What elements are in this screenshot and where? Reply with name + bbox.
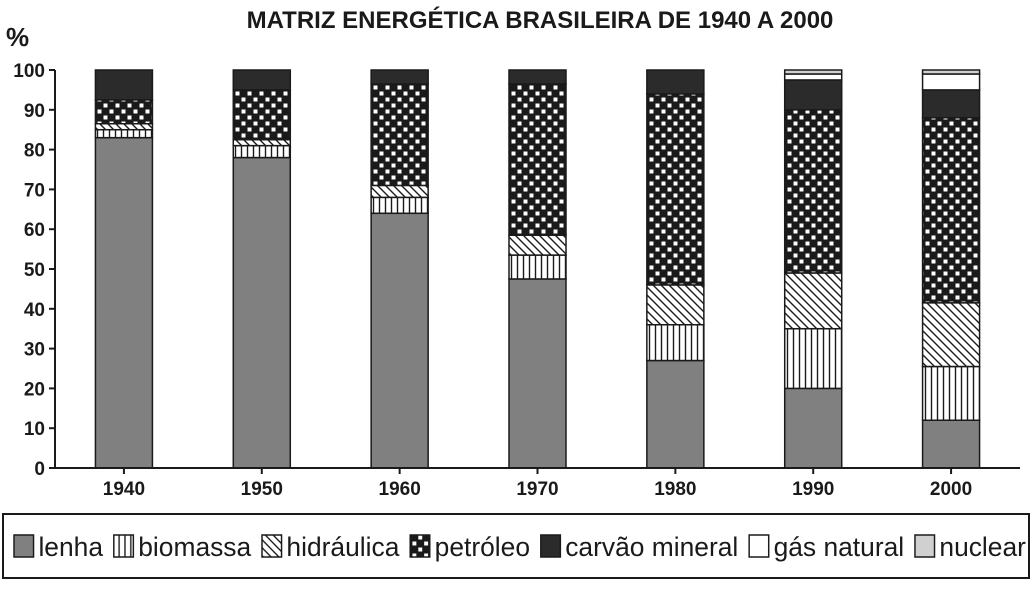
bar-segment-carvao-mineral-1940 [94,69,154,101]
bar-segment-lenha-1990 [783,387,843,469]
legend-item-hidraulica: hidráulica [261,532,400,562]
bar-segment-hidraulica-1970 [508,234,567,256]
bar-segment-lenha-1970 [508,278,567,469]
legend-box [2,513,1030,579]
x-tick-label-1940: 1940 [103,479,145,500]
bar-segment-biomassa-2000 [921,365,981,421]
y-tick-label: 100 [13,61,45,82]
bar-stack-1980 [646,69,705,469]
bar-segment-petroleo-2000 [921,117,981,304]
legend-swatch [13,534,35,558]
bar-segment-petroleo-1950 [232,89,292,141]
bar-segment-nuclear-2000 [921,69,981,75]
legend: lenha biomassa hidráulica petróleo carvão mi… [13,532,1026,562]
bar-stack-1990 [783,69,843,469]
bar-segment-nuclear-1990 [783,69,843,75]
bar-segment-biomassa-1960 [370,196,429,215]
legend-item-lenha: lenha [13,532,103,562]
bar-segment-carvao-mineral-1950 [232,69,292,91]
y-axis: 0 10 20 30 40 50 60 70 80 90 100 [13,61,56,480]
bar-segment-biomassa-1970 [508,254,567,280]
legend-label: nuclear [939,532,1026,562]
bar-segment-petroleo-1990 [783,109,843,274]
legend-swatch [261,534,283,558]
legend-swatch [409,534,431,558]
bars-group [94,69,981,469]
bar-segment-biomassa-1950 [232,144,292,159]
bar-stack-1970 [508,69,567,469]
legend-item-nuclear: nuclear [914,532,1026,562]
bar-segment-biomassa-1980 [646,323,705,362]
bar-segment-carvao-mineral-1970 [508,69,567,85]
y-tick-label: 20 [24,379,45,400]
y-tick-label: 90 [24,101,45,122]
bar-segment-hidraulica-1990 [783,272,843,330]
legend-label: gás natural [774,532,905,562]
legend-label: lenha [38,532,103,562]
bar-stack-2000 [921,69,981,469]
legend-item-gas-natural: gás natural [748,532,905,562]
bar-segment-hidraulica-1940 [94,122,154,131]
bar-segment-lenha-1960 [370,212,429,469]
bar-segment-hidraulica-1950 [232,138,292,147]
legend-swatch [540,534,562,558]
bar-segment-hidraulica-1980 [646,284,705,326]
x-tick-label-1950: 1950 [241,479,283,500]
legend-swatch [914,534,936,558]
legend-item-carvao-mineral: carvão mineral [540,532,738,562]
bar-segment-lenha-1980 [646,359,705,469]
bar-segment-carvao-mineral-2000 [921,89,981,119]
y-tick-label: 40 [24,300,45,321]
bar-segment-petroleo-1980 [646,93,705,286]
x-axis: 1940 1950 1960 1970 1980 1990 2000 [55,467,1020,500]
y-tick-label: 30 [24,340,45,361]
bar-segment-carvao-mineral-1990 [783,79,843,111]
legend-label: hidráulica [286,532,399,562]
bar-stack-1940 [94,69,154,469]
legend-label: carvão mineral [565,532,738,562]
legend-swatch [748,534,770,558]
bar-segment-petroleo-1940 [94,99,154,125]
bar-stack-1960 [370,69,429,469]
bar-segment-lenha-2000 [921,419,981,469]
bar-segment-petroleo-1960 [370,83,429,187]
chart-title: MATRIZ ENERGÉTICA BRASILEIRA DE 1940 A 2… [247,6,834,34]
bar-segment-biomassa-1940 [94,128,154,139]
legend-label: petróleo [435,532,530,562]
bar-segment-lenha-1940 [94,136,154,469]
x-tick-label-2000: 2000 [930,479,972,500]
legend-item-biomassa: biomassa [113,532,251,562]
legend-item-petroleo: petróleo [409,532,530,562]
legend-label: biomassa [138,532,251,562]
bar-segment-lenha-1950 [232,156,292,469]
x-tick-label-1970: 1970 [516,479,558,500]
bar-segment-gas-natural-2000 [921,73,981,91]
bar-segment-carvao-mineral-1960 [370,69,429,85]
y-tick-label: 80 [24,141,45,162]
bar-stack-1950 [232,69,292,469]
bar-segment-hidraulica-1960 [370,184,429,199]
bar-segment-carvao-mineral-1980 [646,69,705,95]
bar-segment-petroleo-1970 [508,83,567,236]
y-tick-label: 0 [34,459,45,480]
legend-swatch [113,534,135,558]
x-tick-label-1990: 1990 [792,479,834,500]
bar-segment-hidraulica-2000 [921,302,981,368]
y-tick-label: 50 [24,260,45,281]
y-tick-label: 10 [24,419,45,440]
y-tick-label: 70 [24,180,45,201]
y-tick-label: 60 [24,220,45,241]
x-tick-label-1980: 1980 [654,479,696,500]
y-axis-unit-label: % [6,22,29,52]
bar-segment-gas-natural-1990 [783,73,843,81]
x-tick-label-1960: 1960 [379,479,421,500]
bar-segment-biomassa-1990 [783,327,843,390]
